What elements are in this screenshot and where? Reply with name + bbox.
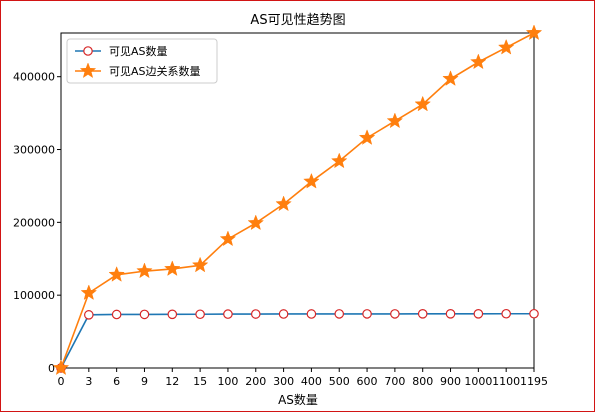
series-1-point: [84, 310, 94, 320]
axes-frame: [60, 32, 535, 369]
x-tick-label: 900: [440, 375, 461, 388]
series-2-point: [330, 152, 348, 169]
y-tick-label: 300000: [13, 144, 55, 157]
legend-label-2: 可见AS边关系数量: [109, 64, 201, 78]
y-tick-label: 0: [48, 362, 55, 375]
series-1-point: [501, 308, 511, 319]
series-1-point: [362, 309, 372, 319]
series-2-point: [414, 95, 431, 112]
x-tick-label: 12: [165, 375, 179, 388]
series-2-point: [275, 195, 292, 212]
series-1-point: [417, 309, 428, 319]
x-tick-label: 200: [245, 375, 266, 388]
series-2-point: [497, 38, 515, 55]
x-tick-label: 0: [58, 375, 65, 388]
series-2-point: [191, 256, 209, 273]
series-1-point: [223, 309, 233, 319]
series-2-point: [470, 53, 487, 70]
x-tick-label: 1195: [520, 375, 548, 388]
series-2-point: [386, 112, 404, 129]
x-tick-label: 700: [384, 375, 405, 388]
y-tick-label: 200000: [13, 216, 55, 229]
series-2-point: [136, 262, 153, 279]
series-1-point: [195, 309, 205, 320]
x-tick-label: 3: [85, 375, 92, 388]
x-tick-label: 15: [193, 375, 207, 388]
series-2-point: [164, 260, 181, 276]
series-2-point: [442, 70, 459, 86]
series-2-point: [525, 24, 543, 41]
x-tick-label: 600: [357, 375, 378, 388]
series-1-point: [139, 309, 150, 320]
x-axis-label: AS数量: [278, 392, 318, 407]
x-tick-label: 800: [412, 375, 433, 388]
x-tick-label: 100: [217, 375, 238, 388]
series-1-point: [250, 309, 261, 319]
series-line-1: [60, 312, 534, 369]
series-1-point: [167, 309, 178, 320]
chart-title: AS可见性趋势图: [250, 12, 345, 28]
plot-area: 0 3 6 9 12 15 100 200 300 400 500 600 700 800 900 1000 1…: [13, 24, 548, 388]
legend-marker-1: [83, 46, 93, 56]
x-tick-label: 6: [113, 375, 120, 388]
series-2-point: [303, 172, 320, 189]
legend-label-1: 可见AS数量: [109, 45, 168, 58]
legend-box: [66, 38, 218, 84]
x-tick-label: 300: [273, 375, 294, 388]
x-tick-label: 400: [301, 375, 322, 388]
series-1-point: [334, 309, 345, 319]
series-1-point: [529, 308, 539, 319]
legend-marker-2: [79, 62, 97, 79]
y-tick-label: 400000: [13, 71, 55, 84]
y-tick-label: 100000: [13, 289, 55, 302]
x-tick-label: 1000: [464, 375, 492, 388]
series-2-point: [52, 359, 70, 376]
series-2-point: [80, 284, 98, 301]
x-tick-label: 1100: [492, 375, 520, 388]
x-tick-label: 500: [329, 375, 350, 388]
series-2-point: [108, 266, 125, 282]
series-2-point: [219, 230, 237, 247]
series-1-point: [306, 309, 317, 319]
series-1-point: [445, 309, 456, 319]
series-1-point: [111, 309, 122, 320]
series-2-point: [358, 129, 376, 145]
series-1-point: [473, 309, 484, 319]
series-2-point: [247, 214, 265, 231]
series-1-point: [278, 309, 289, 319]
series-1-point: [390, 309, 400, 319]
x-tick-label: 9: [141, 375, 148, 388]
